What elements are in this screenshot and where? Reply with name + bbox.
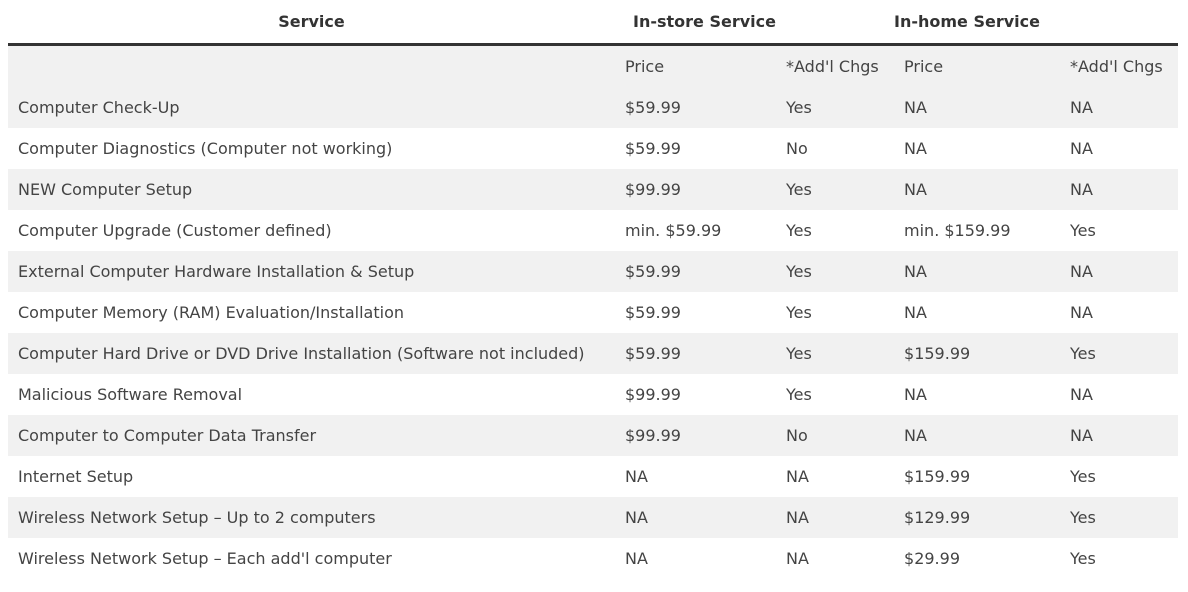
header-in-store-service: In-store Service [615,0,895,46]
cell-in-home-price: NA [894,251,1061,292]
table-row: Internet Setup NA NA $159.99 Yes [8,456,1179,497]
cell-in-store-addl-charges: Yes [776,292,895,333]
table-subheader-row: Price *Add'l Chgs Price *Add'l Chgs [8,44,1179,87]
table-row: Wireless Network Setup – Up to 2 compute… [8,497,1179,538]
cell-in-home-addl-charges: NA [1060,169,1179,210]
table-row: Computer Memory (RAM) Evaluation/Install… [8,292,1179,333]
cell-service: Computer Hard Drive or DVD Drive Install… [8,333,615,374]
cell-service: Internet Setup [8,456,615,497]
cell-service: Computer Check-Up [8,87,615,128]
cell-in-home-price: $29.99 [894,538,1061,579]
cell-service: External Computer Hardware Installation … [8,251,615,292]
table-row: Computer Upgrade (Customer defined) min. … [8,210,1179,251]
cell-service: Computer Upgrade (Customer defined) [8,210,615,251]
cell-in-store-price: $99.99 [615,374,776,415]
cell-in-store-price: $59.99 [615,128,776,169]
cell-in-store-addl-charges: Yes [776,87,895,128]
table-row: Computer Check-Up $59.99 Yes NA NA [8,87,1179,128]
cell-in-store-addl-charges: NA [776,497,895,538]
cell-in-store-addl-charges: NA [776,538,895,579]
subheader-in-home-addl-charges: *Add'l Chgs [1060,44,1179,87]
table-row: Computer Diagnostics (Computer not worki… [8,128,1179,169]
cell-in-home-addl-charges: Yes [1060,456,1179,497]
header-service: Service [8,0,615,46]
cell-in-home-addl-charges: Yes [1060,497,1179,538]
cell-service: Computer Diagnostics (Computer not worki… [8,128,615,169]
cell-in-home-price: min. $159.99 [894,210,1061,251]
cell-in-home-addl-charges: Yes [1060,538,1179,579]
cell-in-home-addl-charges: NA [1060,374,1179,415]
table-row: Computer Hard Drive or DVD Drive Install… [8,333,1179,374]
cell-in-store-price: $59.99 [615,292,776,333]
cell-in-home-addl-charges: NA [1060,87,1179,128]
cell-in-home-price: NA [894,169,1061,210]
cell-service: NEW Computer Setup [8,169,615,210]
cell-in-home-price: NA [894,292,1061,333]
cell-in-store-price: NA [615,538,776,579]
cell-in-home-price: NA [894,374,1061,415]
table-row: Computer to Computer Data Transfer $99.99… [8,415,1179,456]
subheader-in-store-addl-charges: *Add'l Chgs [776,44,895,87]
cell-in-home-price: NA [894,415,1061,456]
cell-in-home-addl-charges: NA [1060,415,1179,456]
table-header-row: Service In-store Service In-home Service [8,0,1179,46]
cell-service: Computer to Computer Data Transfer [8,415,615,456]
cell-in-store-price: NA [615,456,776,497]
cell-in-home-price: NA [894,87,1061,128]
cell-in-home-addl-charges: Yes [1060,333,1179,374]
cell-in-store-price: min. $59.99 [615,210,776,251]
cell-in-store-addl-charges: Yes [776,374,895,415]
cell-service: Computer Memory (RAM) Evaluation/Install… [8,292,615,333]
cell-in-home-price: $159.99 [894,333,1061,374]
cell-in-home-addl-charges: NA [1060,128,1179,169]
cell-in-store-price: $99.99 [615,415,776,456]
subheader-empty [8,44,615,87]
cell-in-store-price: $59.99 [615,251,776,292]
cell-service: Malicious Software Removal [8,374,615,415]
cell-in-home-addl-charges: Yes [1060,210,1179,251]
pricing-table-container: Service In-store Service In-home Service… [8,0,1179,579]
cell-service: Wireless Network Setup – Each add'l comp… [8,538,615,579]
cell-in-store-price: $59.99 [615,87,776,128]
cell-in-store-price: NA [615,497,776,538]
table-row: NEW Computer Setup $99.99 Yes NA NA [8,169,1179,210]
table-row: Wireless Network Setup – Each add'l comp… [8,538,1179,579]
cell-in-store-addl-charges: Yes [776,210,895,251]
header-in-home-service: In-home Service [894,0,1179,46]
cell-in-store-price: $59.99 [615,333,776,374]
cell-in-store-addl-charges: No [776,128,895,169]
cell-in-store-addl-charges: Yes [776,169,895,210]
cell-in-store-price: $99.99 [615,169,776,210]
table-row: External Computer Hardware Installation … [8,251,1179,292]
cell-in-home-price: $159.99 [894,456,1061,497]
cell-in-home-price: NA [894,128,1061,169]
cell-in-store-addl-charges: NA [776,456,895,497]
cell-in-home-addl-charges: NA [1060,251,1179,292]
subheader-in-home-price: Price [894,44,1061,87]
cell-in-store-addl-charges: No [776,415,895,456]
cell-in-store-addl-charges: Yes [776,333,895,374]
subheader-in-store-price: Price [615,44,776,87]
table-row: Malicious Software Removal $99.99 Yes NA NA [8,374,1179,415]
cell-service: Wireless Network Setup – Up to 2 compute… [8,497,615,538]
cell-in-store-addl-charges: Yes [776,251,895,292]
service-pricing-table: Service In-store Service In-home Service… [8,0,1179,579]
cell-in-home-addl-charges: NA [1060,292,1179,333]
cell-in-home-price: $129.99 [894,497,1061,538]
